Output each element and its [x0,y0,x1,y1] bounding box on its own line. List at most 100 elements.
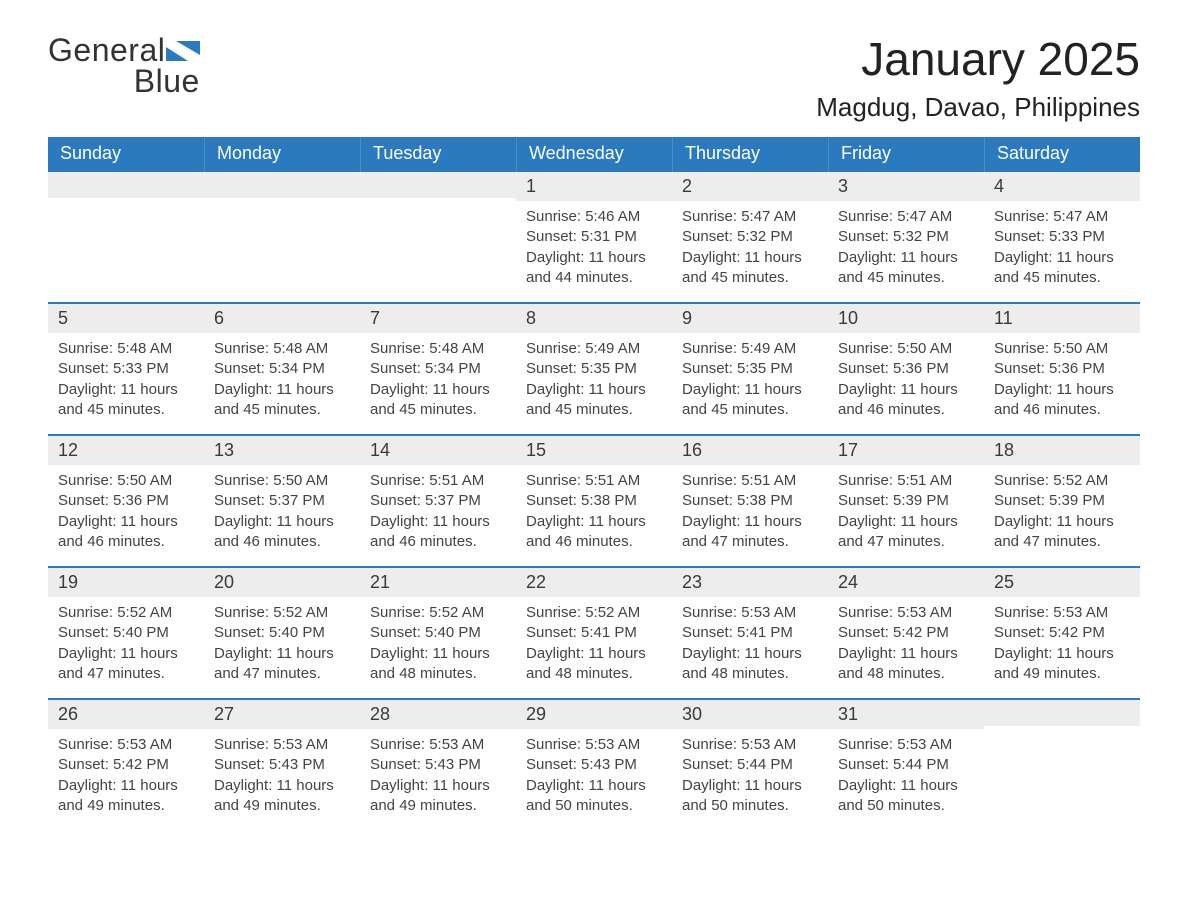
sunrise-line: Sunrise: 5:52 AM [370,603,506,623]
sunrise-line: Sunrise: 5:48 AM [214,339,350,359]
sunset-line: Sunset: 5:44 PM [682,755,818,775]
day-number [48,172,204,198]
daylight-line: Daylight: 11 hours and 45 minutes. [370,380,506,421]
day-cell-blank [204,172,360,302]
day-cell: 1Sunrise: 5:46 AMSunset: 5:31 PMDaylight… [516,172,672,302]
sunset-line: Sunset: 5:39 PM [994,491,1130,511]
day-body: Sunrise: 5:50 AMSunset: 5:36 PMDaylight:… [48,465,204,552]
day-number: 17 [828,436,984,465]
daylight-line: Daylight: 11 hours and 47 minutes. [838,512,974,553]
sunrise-line: Sunrise: 5:49 AM [682,339,818,359]
day-number: 10 [828,304,984,333]
sunrise-line: Sunrise: 5:52 AM [214,603,350,623]
sunrise-line: Sunrise: 5:46 AM [526,207,662,227]
sunrise-line: Sunrise: 5:53 AM [526,735,662,755]
sunrise-line: Sunrise: 5:52 AM [994,471,1130,491]
day-body: Sunrise: 5:50 AMSunset: 5:36 PMDaylight:… [828,333,984,420]
day-number: 18 [984,436,1140,465]
sunrise-line: Sunrise: 5:53 AM [58,735,194,755]
day-body: Sunrise: 5:49 AMSunset: 5:35 PMDaylight:… [672,333,828,420]
day-number: 15 [516,436,672,465]
sunrise-line: Sunrise: 5:53 AM [682,603,818,623]
weekday-header: Friday [828,137,984,172]
day-number: 26 [48,700,204,729]
daylight-line: Daylight: 11 hours and 49 minutes. [58,776,194,817]
day-body: Sunrise: 5:53 AMSunset: 5:44 PMDaylight:… [828,729,984,816]
day-number: 6 [204,304,360,333]
day-body: Sunrise: 5:53 AMSunset: 5:42 PMDaylight:… [828,597,984,684]
day-number: 27 [204,700,360,729]
day-number: 22 [516,568,672,597]
brand-mark-icon [166,41,200,61]
day-cell: 2Sunrise: 5:47 AMSunset: 5:32 PMDaylight… [672,172,828,302]
daylight-line: Daylight: 11 hours and 46 minutes. [526,512,662,553]
day-cell: 22Sunrise: 5:52 AMSunset: 5:41 PMDayligh… [516,568,672,698]
day-cell: 7Sunrise: 5:48 AMSunset: 5:34 PMDaylight… [360,304,516,434]
daylight-line: Daylight: 11 hours and 45 minutes. [682,248,818,289]
daylight-line: Daylight: 11 hours and 49 minutes. [994,644,1130,685]
daylight-line: Daylight: 11 hours and 50 minutes. [838,776,974,817]
calendar-body: 1Sunrise: 5:46 AMSunset: 5:31 PMDaylight… [48,172,1140,830]
daylight-line: Daylight: 11 hours and 47 minutes. [214,644,350,685]
day-body: Sunrise: 5:49 AMSunset: 5:35 PMDaylight:… [516,333,672,420]
day-body: Sunrise: 5:51 AMSunset: 5:38 PMDaylight:… [516,465,672,552]
sunset-line: Sunset: 5:43 PM [370,755,506,775]
day-body: Sunrise: 5:52 AMSunset: 5:40 PMDaylight:… [360,597,516,684]
day-cell: 31Sunrise: 5:53 AMSunset: 5:44 PMDayligh… [828,700,984,830]
day-number: 23 [672,568,828,597]
sunrise-line: Sunrise: 5:51 AM [526,471,662,491]
daylight-line: Daylight: 11 hours and 46 minutes. [58,512,194,553]
day-number: 5 [48,304,204,333]
daylight-line: Daylight: 11 hours and 50 minutes. [682,776,818,817]
day-cell: 8Sunrise: 5:49 AMSunset: 5:35 PMDaylight… [516,304,672,434]
daylight-line: Daylight: 11 hours and 46 minutes. [994,380,1130,421]
day-number: 14 [360,436,516,465]
day-body: Sunrise: 5:53 AMSunset: 5:41 PMDaylight:… [672,597,828,684]
daylight-line: Daylight: 11 hours and 49 minutes. [214,776,350,817]
day-cell: 24Sunrise: 5:53 AMSunset: 5:42 PMDayligh… [828,568,984,698]
day-body: Sunrise: 5:46 AMSunset: 5:31 PMDaylight:… [516,201,672,288]
daylight-line: Daylight: 11 hours and 47 minutes. [994,512,1130,553]
day-cell: 10Sunrise: 5:50 AMSunset: 5:36 PMDayligh… [828,304,984,434]
sunset-line: Sunset: 5:39 PM [838,491,974,511]
sunrise-line: Sunrise: 5:53 AM [682,735,818,755]
day-body [204,198,360,258]
day-cell: 16Sunrise: 5:51 AMSunset: 5:38 PMDayligh… [672,436,828,566]
sunrise-line: Sunrise: 5:53 AM [838,603,974,623]
weekday-header: Saturday [984,137,1140,172]
day-body: Sunrise: 5:47 AMSunset: 5:32 PMDaylight:… [672,201,828,288]
day-body: Sunrise: 5:53 AMSunset: 5:42 PMDaylight:… [48,729,204,816]
day-number: 3 [828,172,984,201]
day-cell-blank [360,172,516,302]
sunrise-line: Sunrise: 5:53 AM [994,603,1130,623]
sunrise-line: Sunrise: 5:53 AM [838,735,974,755]
day-body: Sunrise: 5:52 AMSunset: 5:40 PMDaylight:… [48,597,204,684]
day-number: 29 [516,700,672,729]
sunset-line: Sunset: 5:32 PM [838,227,974,247]
header-bar: General Blue January 2025 Magdug, Davao,… [48,32,1140,123]
day-number: 16 [672,436,828,465]
sunset-line: Sunset: 5:35 PM [526,359,662,379]
week-row: 12Sunrise: 5:50 AMSunset: 5:36 PMDayligh… [48,434,1140,566]
day-body: Sunrise: 5:51 AMSunset: 5:38 PMDaylight:… [672,465,828,552]
day-body [984,726,1140,786]
daylight-line: Daylight: 11 hours and 49 minutes. [370,776,506,817]
day-cell: 9Sunrise: 5:49 AMSunset: 5:35 PMDaylight… [672,304,828,434]
sunset-line: Sunset: 5:40 PM [214,623,350,643]
day-body: Sunrise: 5:50 AMSunset: 5:37 PMDaylight:… [204,465,360,552]
sunset-line: Sunset: 5:35 PM [682,359,818,379]
day-cell: 27Sunrise: 5:53 AMSunset: 5:43 PMDayligh… [204,700,360,830]
day-cell: 13Sunrise: 5:50 AMSunset: 5:37 PMDayligh… [204,436,360,566]
daylight-line: Daylight: 11 hours and 46 minutes. [838,380,974,421]
day-cell: 26Sunrise: 5:53 AMSunset: 5:42 PMDayligh… [48,700,204,830]
week-row: 19Sunrise: 5:52 AMSunset: 5:40 PMDayligh… [48,566,1140,698]
sunset-line: Sunset: 5:38 PM [682,491,818,511]
day-cell: 25Sunrise: 5:53 AMSunset: 5:42 PMDayligh… [984,568,1140,698]
day-cell: 14Sunrise: 5:51 AMSunset: 5:37 PMDayligh… [360,436,516,566]
brand-text: General Blue [48,32,200,100]
weekday-header: Sunday [48,137,204,172]
day-body: Sunrise: 5:51 AMSunset: 5:39 PMDaylight:… [828,465,984,552]
sunrise-line: Sunrise: 5:51 AM [838,471,974,491]
week-row: 26Sunrise: 5:53 AMSunset: 5:42 PMDayligh… [48,698,1140,830]
sunset-line: Sunset: 5:40 PM [370,623,506,643]
